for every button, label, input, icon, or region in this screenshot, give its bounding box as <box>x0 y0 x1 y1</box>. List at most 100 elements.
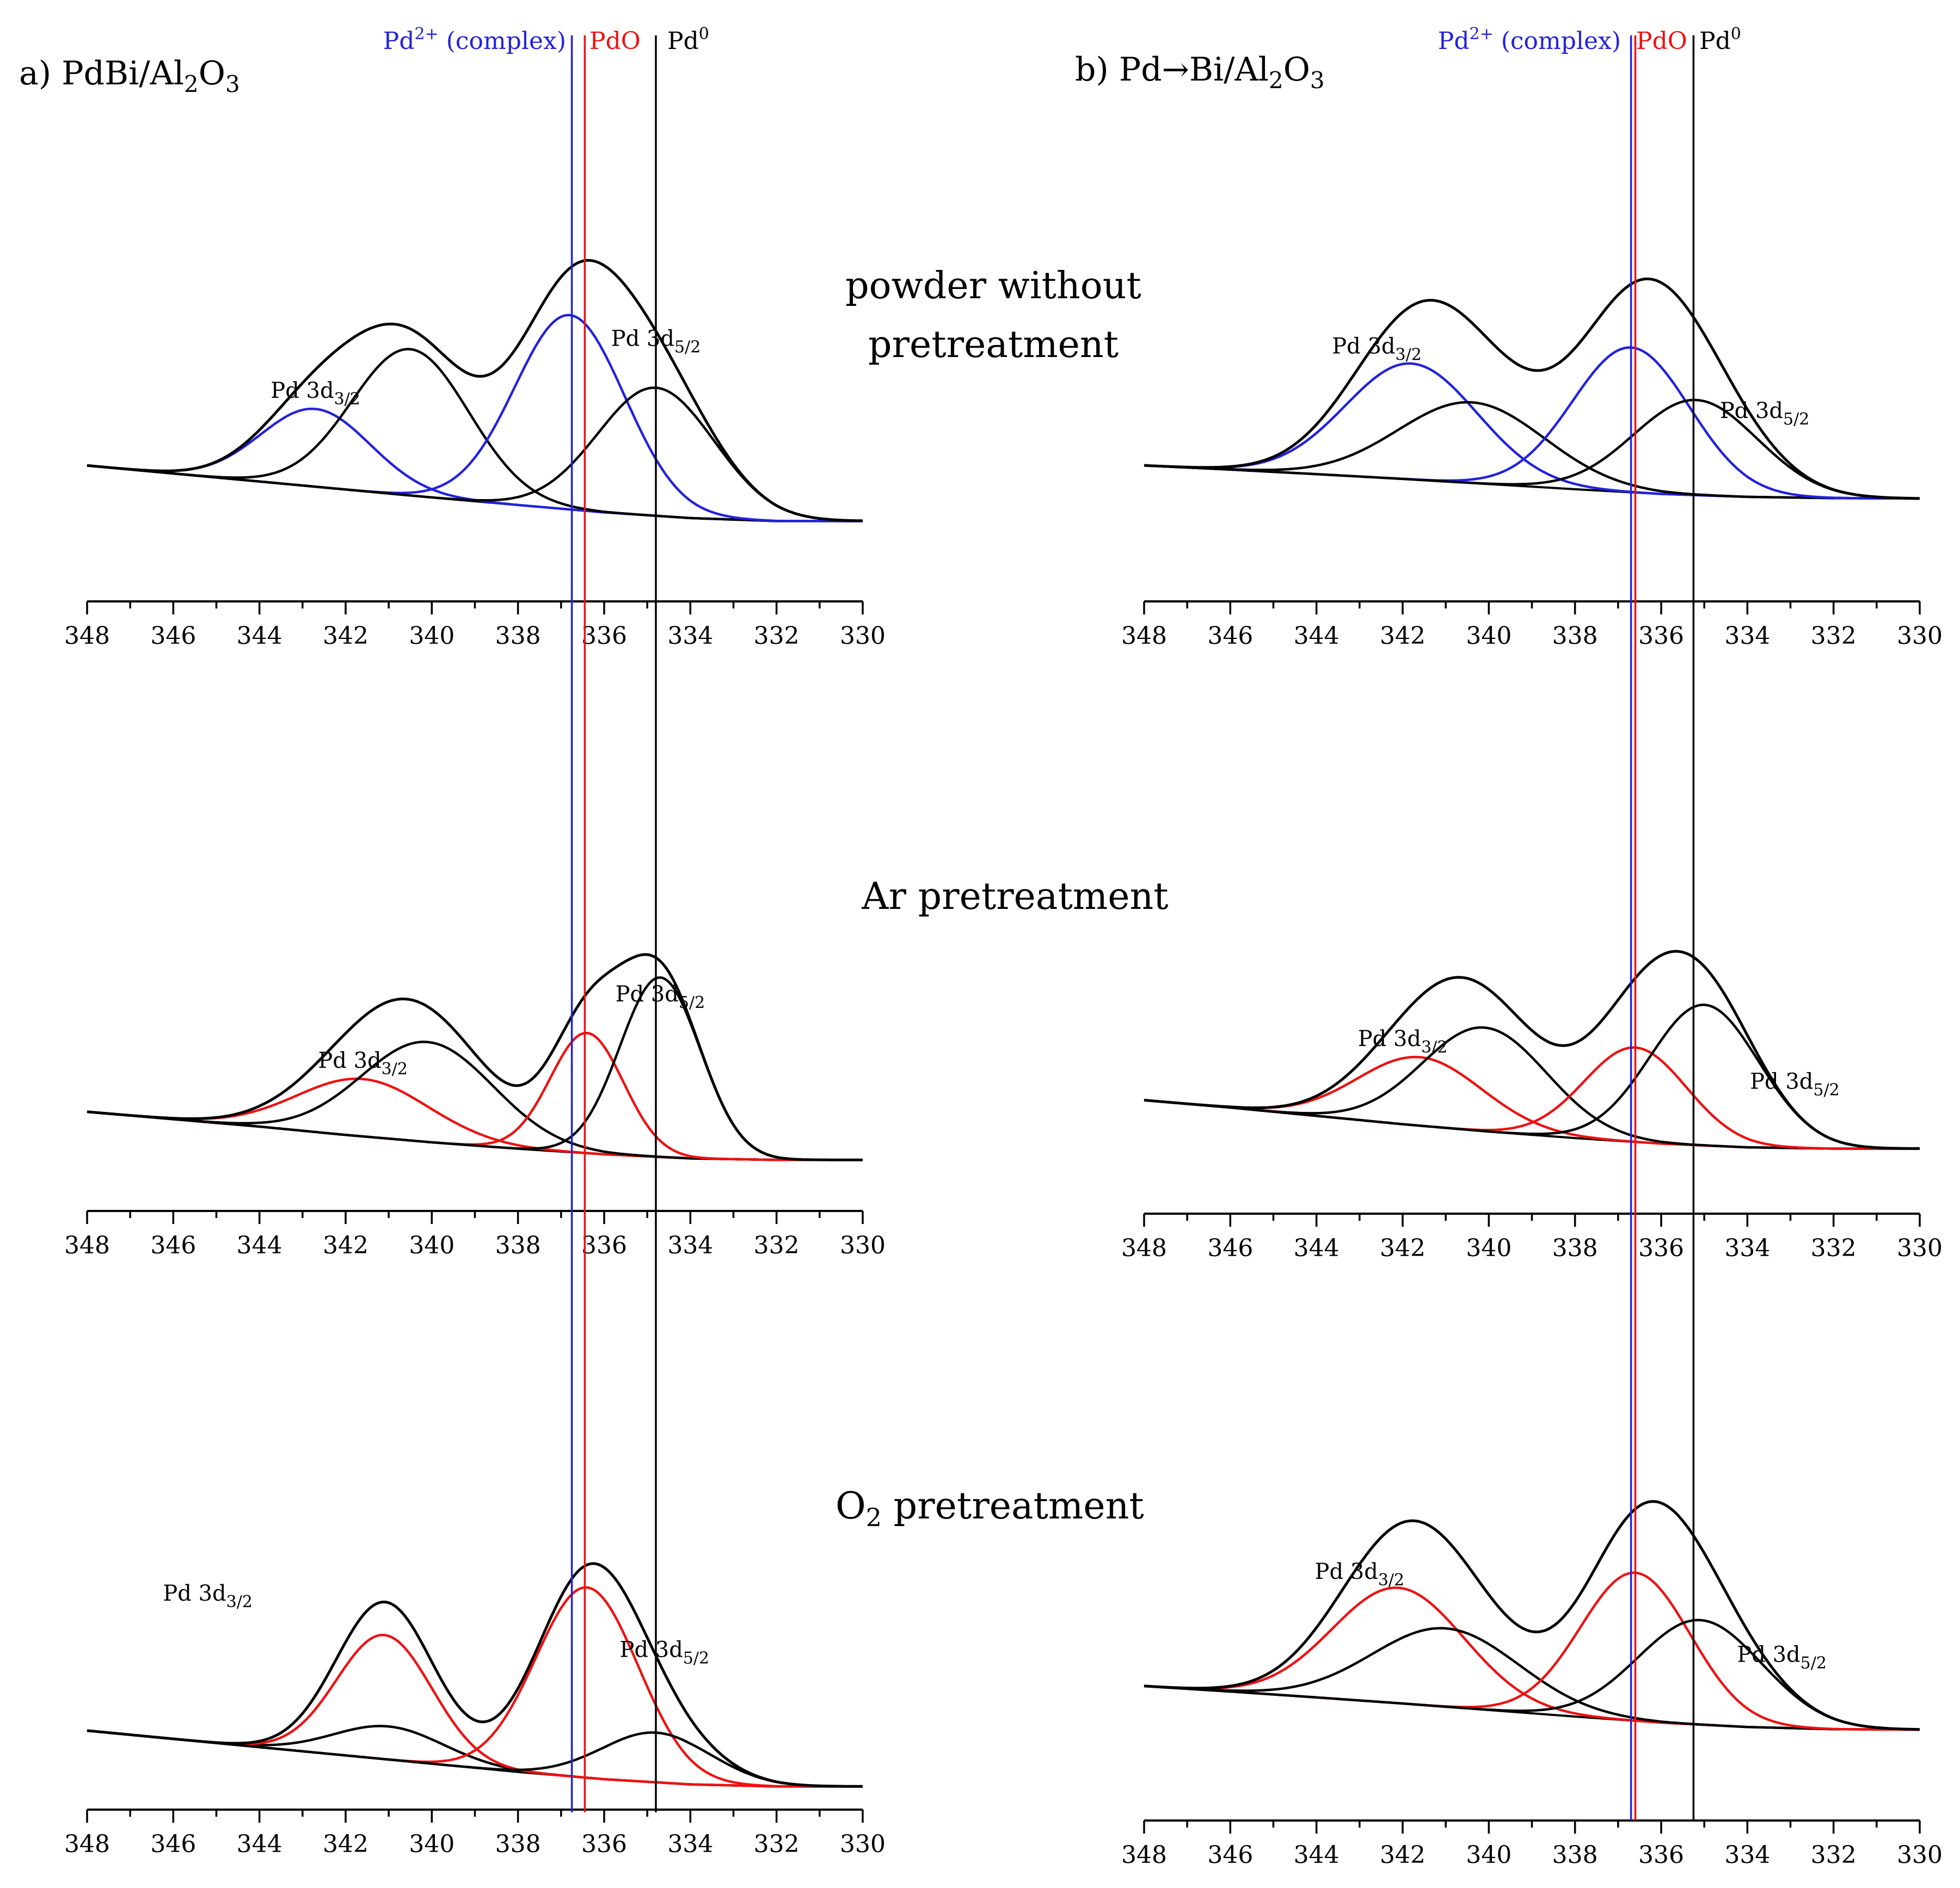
x-tick-label: 336 <box>581 622 627 650</box>
x-tick-label: 342 <box>1380 1841 1426 1869</box>
x-axis-a-ar: 348 346 344 342 340 338 336 334 332 330 <box>64 1210 886 1259</box>
x-tick-label: 338 <box>495 1232 541 1259</box>
x-tick-label: 334 <box>667 1232 713 1259</box>
x-tick-label: 348 <box>64 622 110 650</box>
x-tick-label: 340 <box>409 1830 454 1858</box>
spectrum-a-ar: 348 346 344 342 340 338 336 334 332 330 Pd 3d3/2 Pd… <box>64 953 886 1259</box>
x-tick-label: 340 <box>1466 622 1512 650</box>
x-tick-label: 344 <box>237 622 282 650</box>
row-label-ar: Ar pretreatment <box>861 875 1168 918</box>
x-tick-label: 346 <box>1207 1234 1253 1262</box>
spectra-layer: 348 346 344 342 340 338 336 334 332 330 Pd 3d3/2 Pd… <box>64 259 1943 1869</box>
component-black-2 <box>1144 1627 1920 1731</box>
x-tick-label: 338 <box>495 622 541 650</box>
peak-label-pd-3d32: Pd 3d3/2 <box>1332 334 1422 365</box>
x-tick-label: 332 <box>754 622 800 650</box>
envelope-line <box>87 953 863 1161</box>
x-axis-b-powder: 348 346 344 342 340 338 336 334 332 330 <box>1121 600 1943 650</box>
x-tick-label: 332 <box>1811 622 1857 650</box>
x-tick-label: 336 <box>581 1830 627 1858</box>
x-tick-label: 332 <box>1811 1234 1857 1262</box>
x-tick-label: 330 <box>840 1830 886 1858</box>
x-tick-label: 336 <box>1638 1234 1684 1262</box>
spectrum-a-o2: 348 346 344 342 340 338 336 334 332 330 Pd 3d3/2 Pd… <box>64 1562 886 1858</box>
x-tick-label: 348 <box>1121 1841 1167 1869</box>
spectrum-b-powder: 348 346 344 342 340 338 336 334 332 330 Pd 3d3/2 Pd… <box>1121 278 1943 650</box>
x-tick-label: 348 <box>1121 622 1167 650</box>
x-tick-label: 336 <box>581 1232 627 1259</box>
peak-label-pd-3d32: Pd 3d3/2 <box>163 1581 253 1612</box>
x-tick-label: 348 <box>1121 1234 1167 1262</box>
component-black-1 <box>87 1725 863 1788</box>
x-tick-label: 346 <box>150 1232 196 1259</box>
x-tick-label: 334 <box>1724 622 1770 650</box>
component-red-3 <box>87 1586 863 1788</box>
peak-label-pd-3d32: Pd 3d3/2 <box>1315 1559 1405 1590</box>
row-label-powder-line1: powder without <box>845 265 1141 308</box>
x-tick-label: 338 <box>1552 1841 1598 1869</box>
x-tick-label: 330 <box>1897 1841 1943 1869</box>
peak-label-pd-3d32: Pd 3d3/2 <box>271 378 360 409</box>
component-black-4 <box>1144 1619 1920 1731</box>
component-red-3 <box>1144 1571 1920 1731</box>
x-tick-label: 344 <box>237 1830 282 1858</box>
marker-label-pd0-b: Pd0 <box>1699 24 1741 55</box>
x-tick-label: 332 <box>754 1232 800 1259</box>
envelope-line <box>87 259 863 522</box>
x-tick-label: 340 <box>409 622 454 650</box>
x-tick-label: 342 <box>323 1232 368 1259</box>
x-tick-label: 338 <box>495 1830 541 1858</box>
x-tick-label: 344 <box>1294 1841 1340 1869</box>
peak-label-pd-3d52: Pd 3d5/2 <box>1720 398 1810 429</box>
marker-label-pd2-b: Pd2+ (complex) <box>1438 24 1621 55</box>
peak-label-pd-3d52: Pd 3d5/2 <box>620 1637 710 1668</box>
peak-label-pd-3d32: Pd 3d3/2 <box>1358 1026 1448 1057</box>
row-label-o2: O2 pretreatment <box>835 1485 1144 1532</box>
envelope-line <box>1144 278 1920 500</box>
x-axis-a-o2: 348 346 344 342 340 338 336 334 332 330 <box>64 1809 886 1858</box>
x-tick-label: 332 <box>754 1830 800 1858</box>
x-tick-label: 342 <box>323 622 368 650</box>
x-tick-label: 332 <box>1811 1841 1857 1869</box>
x-tick-label: 330 <box>840 1232 886 1259</box>
x-tick-label: 334 <box>667 1830 713 1858</box>
x-tick-label: 342 <box>323 1830 368 1858</box>
x-tick-label: 344 <box>1294 622 1340 650</box>
peak-label-pd-3d52: Pd 3d5/2 <box>611 327 701 357</box>
x-tick-label: 346 <box>1207 1841 1253 1869</box>
envelope-line <box>87 1562 863 1788</box>
peak-label-pd-3d52: Pd 3d5/2 <box>1737 1642 1827 1672</box>
x-tick-label: 348 <box>64 1232 110 1259</box>
x-tick-label: 338 <box>1552 1234 1598 1262</box>
marker-label-pdo-a: PdO <box>589 27 641 55</box>
x-tick-label: 342 <box>1380 1234 1426 1262</box>
x-tick-label: 348 <box>64 1830 110 1858</box>
x-axis-b-ar: 348 346 344 342 340 338 336 334 332 330 <box>1121 1213 1943 1262</box>
spectrum-b-o2: 348 346 344 342 340 338 336 334 332 330 Pd 3d3/2 Pd… <box>1121 1500 1943 1869</box>
x-tick-label: 340 <box>1466 1841 1512 1869</box>
background-line <box>87 464 863 522</box>
x-tick-label: 336 <box>1638 622 1684 650</box>
x-tick-label: 334 <box>1724 1234 1770 1262</box>
x-tick-label: 334 <box>1724 1841 1770 1869</box>
marker-label-pdo-b: PdO <box>1636 27 1687 55</box>
x-tick-label: 330 <box>1897 1234 1943 1262</box>
panel-b-title: b) Pd→Bi/Al2O3 <box>1075 51 1325 94</box>
panel-a-title: a) PdBi/Al2O3 <box>19 54 240 97</box>
x-tick-label: 342 <box>1380 622 1426 650</box>
x-tick-label: 330 <box>840 622 886 650</box>
x-axis-a-powder: 348 346 344 342 340 338 336 334 332 330 <box>64 600 886 650</box>
spectrum-b-ar: 348 346 344 342 340 338 336 334 332 330 Pd 3d3/2 Pd… <box>1121 950 1943 1262</box>
x-tick-label: 340 <box>409 1232 454 1259</box>
marker-label-pd0-a: Pd0 <box>667 24 709 55</box>
component-blue-3 <box>87 313 863 522</box>
component-black-2 <box>1144 401 1920 500</box>
component-blue-1 <box>1144 362 1920 500</box>
reference-lines-layer <box>570 35 1695 1821</box>
x-tick-label: 346 <box>150 1830 196 1858</box>
component-black-4 <box>1144 398 1920 500</box>
x-tick-label: 330 <box>1897 622 1943 650</box>
peak-label-pd-3d52: Pd 3d5/2 <box>1750 1069 1840 1099</box>
component-black-4 <box>87 386 863 522</box>
